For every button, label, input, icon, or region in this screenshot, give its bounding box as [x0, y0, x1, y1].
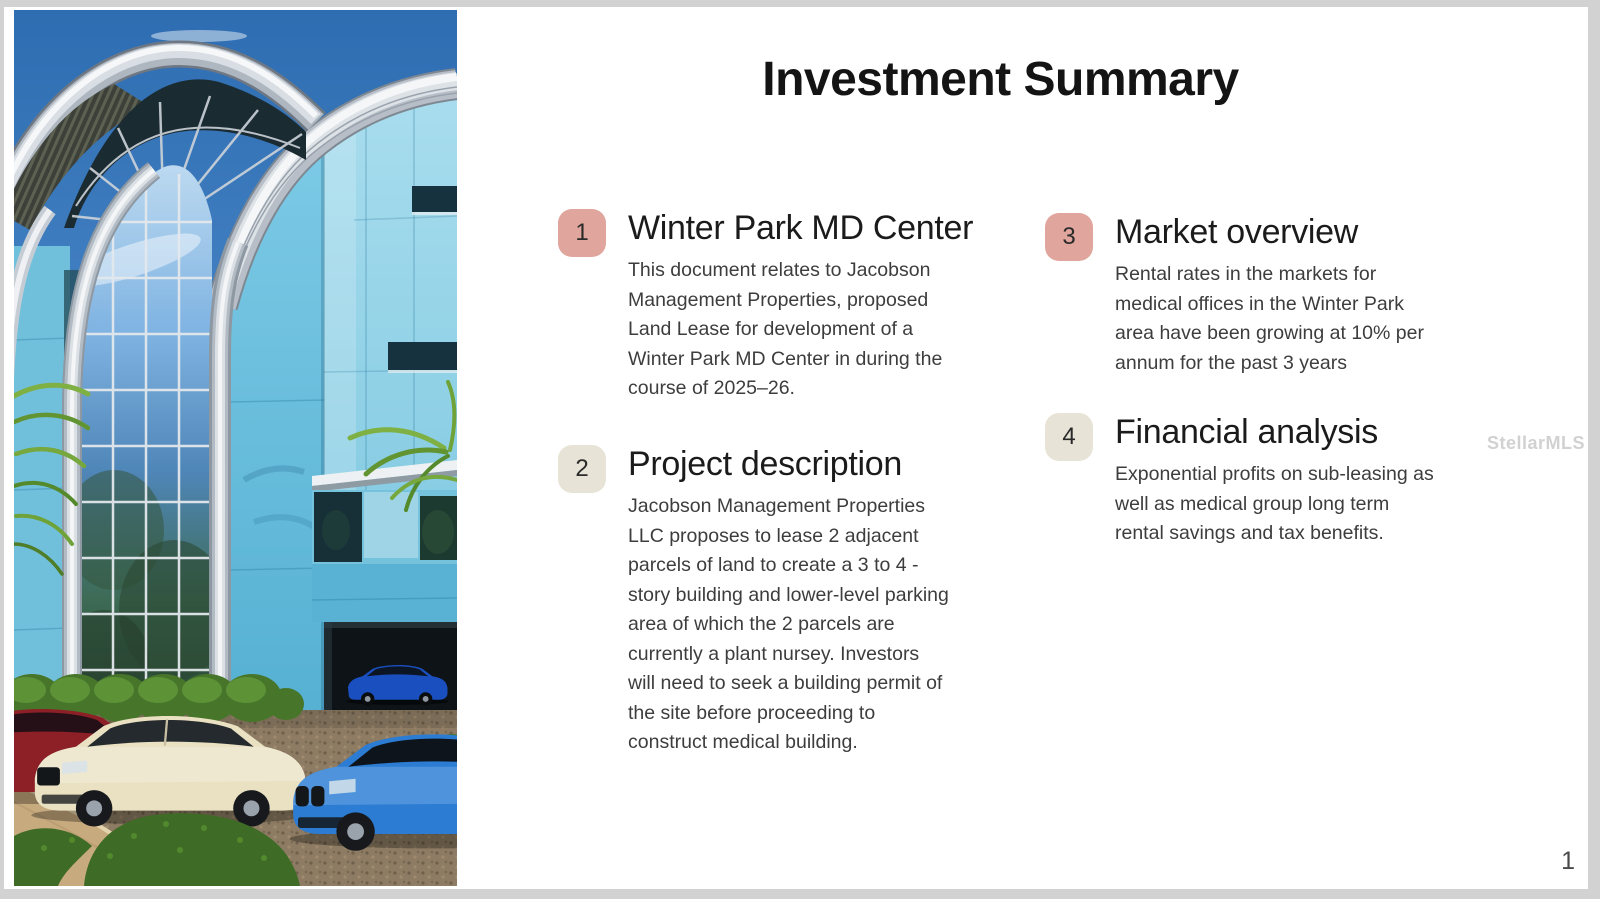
- item-content: Financial analysis Exponential profits o…: [1115, 410, 1515, 549]
- item-number-badge: 4: [1045, 413, 1093, 461]
- slide: Investment Summary 1 Winter Park MD Cent…: [4, 7, 1588, 889]
- item-number-badge: 1: [558, 209, 606, 257]
- summary-item-2: 2 Project description Jacobson Managemen…: [558, 442, 998, 758]
- item-number: 3: [1062, 223, 1076, 250]
- page-title: Investment Summary: [762, 53, 1239, 106]
- item-heading: Winter Park MD Center: [628, 209, 974, 247]
- item-body: Rental rates in the markets for medical …: [1115, 263, 1424, 374]
- building-photo-art: [14, 10, 457, 886]
- page-number: 1: [1561, 847, 1575, 875]
- item-number: 4: [1062, 423, 1076, 450]
- summary-item-4: 4 Financial analysis Exponential profits…: [1045, 410, 1515, 549]
- item-content: Winter Park MD Center This document rela…: [628, 206, 998, 404]
- item-number-badge: 3: [1045, 213, 1093, 261]
- stellar-mls-watermark: StellarMLS: [1487, 433, 1586, 453]
- item-heading: Market overview: [1115, 213, 1359, 251]
- item-body: This document relates to Jacobson Manage…: [628, 259, 943, 399]
- item-body: Exponential profits on sub-leasing as we…: [1115, 463, 1434, 544]
- item-number: 2: [575, 455, 589, 482]
- item-content: Market overview Rental rates in the mark…: [1115, 210, 1515, 378]
- item-heading: Project description: [628, 445, 902, 483]
- item-heading: Financial analysis: [1115, 413, 1378, 451]
- summary-item-3: 3 Market overview Rental rates in the ma…: [1045, 210, 1515, 378]
- item-number: 1: [575, 219, 589, 246]
- summary-item-1: 1 Winter Park MD Center This document re…: [558, 206, 998, 404]
- item-body: Jacobson Management Properties LLC propo…: [628, 495, 949, 753]
- item-number-badge: 2: [558, 445, 606, 493]
- item-content: Project description Jacobson Management …: [628, 442, 998, 758]
- building-photo: [14, 10, 457, 886]
